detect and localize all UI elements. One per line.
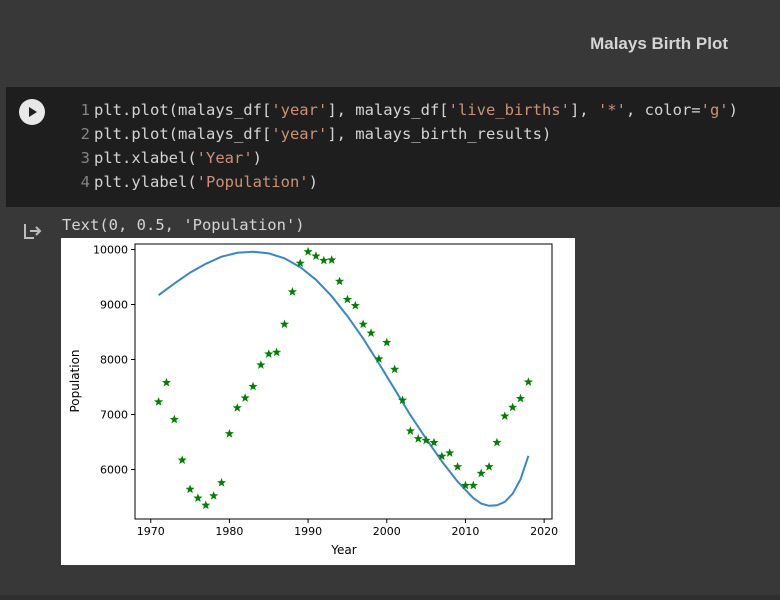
x-tick-label: 2020 — [530, 525, 558, 538]
code-token: plt.plot(malays_df[ — [94, 125, 272, 143]
data-point-star — [224, 428, 234, 438]
code-string: 'live_births' — [448, 101, 570, 119]
data-point-star — [358, 319, 368, 329]
code-line: 4 plt.ylabel('Population') — [68, 170, 738, 194]
data-point-star — [201, 500, 211, 510]
data-point-star — [390, 364, 400, 374]
code-token: ], malays_df[ — [327, 101, 449, 119]
data-point-star — [216, 477, 227, 487]
data-point-star — [319, 255, 329, 265]
code-string: '*' — [597, 101, 626, 119]
y-axis-label: Population — [68, 349, 82, 412]
data-point-star — [279, 319, 290, 329]
code-token: ) — [252, 149, 262, 167]
code-string: 'Year' — [196, 149, 253, 167]
x-tick-label: 1990 — [294, 525, 322, 538]
code-line: 3 plt.xlabel('Year') — [68, 146, 738, 170]
play-icon — [29, 107, 37, 117]
code-cell[interactable]: 1 plt.plot(malays_df['year'], malays_df['… — [6, 87, 780, 207]
data-point-star — [508, 402, 518, 412]
data-point-star — [177, 455, 187, 465]
data-point-star — [382, 337, 392, 347]
y-tick-label: 8000 — [100, 354, 128, 367]
data-point-star — [484, 461, 494, 471]
data-point-star — [248, 381, 258, 391]
notebook-title: Malays Birth Plot — [590, 34, 728, 53]
code-token: plt.plot(malays_df[ — [94, 101, 272, 119]
code-string: 'Population' — [196, 173, 309, 191]
data-point-star — [154, 397, 164, 406]
y-tick-label: 7000 — [100, 409, 128, 422]
x-tick-label: 1980 — [215, 525, 243, 538]
data-point-star — [366, 328, 376, 337]
data-point-star — [272, 347, 282, 357]
data-point-star — [232, 403, 242, 412]
plot-figure: 1970 1980 1990 2000 2010 2020 6000 7000 8000 9000… — [61, 238, 575, 565]
y-tick-label: 10000 — [93, 244, 128, 257]
code-token: plt.xlabel( — [94, 149, 197, 167]
x-axis-label: Year — [330, 543, 356, 557]
line-number: 3 — [80, 149, 90, 167]
output-text: Text(0, 0.5, 'Population') — [62, 216, 305, 234]
data-point-star — [421, 435, 431, 445]
data-point-star — [374, 354, 384, 363]
data-point-star — [342, 294, 352, 304]
run-cell-button[interactable] — [19, 99, 45, 125]
data-point-star — [256, 360, 266, 369]
data-point-star — [161, 377, 172, 387]
data-point-star — [264, 349, 274, 358]
code-token: ], — [569, 101, 598, 119]
y-tick-label: 9000 — [100, 299, 128, 312]
data-point-star — [209, 491, 219, 500]
data-point-star — [413, 433, 423, 443]
data-point-star — [169, 414, 179, 424]
bottom-bar — [0, 595, 780, 600]
code-editor[interactable]: 1 plt.plot(malays_df['year'], malays_df['… — [68, 98, 738, 194]
data-point-star — [240, 393, 250, 402]
code-token: ) — [728, 101, 738, 119]
code-token: plt.ylabel( — [94, 173, 197, 191]
x-tick-label: 2010 — [451, 525, 479, 538]
data-point-star — [405, 426, 415, 435]
data-point-star — [397, 395, 408, 405]
data-point-star — [335, 276, 345, 286]
plot-axes-frame — [134, 243, 553, 520]
code-string: 'year' — [271, 101, 328, 119]
data-point-star — [287, 287, 297, 296]
x-tick-label: 2000 — [373, 525, 401, 538]
data-point-star — [437, 451, 447, 461]
code-line: 2 plt.plot(malays_df['year'], malays_birt… — [68, 122, 738, 146]
code-token: ], malays_birth_results) — [327, 125, 552, 143]
data-point-star — [303, 246, 313, 256]
data-point-star — [429, 437, 439, 447]
series-line-malays-birth-results — [158, 250, 530, 507]
data-point-star — [476, 468, 486, 478]
line-number: 1 — [80, 101, 90, 119]
data-point-star — [523, 377, 533, 386]
code-token: , color= — [625, 101, 701, 119]
code-string: 'year' — [271, 125, 328, 143]
y-tick-label: 6000 — [100, 464, 128, 477]
data-point-star — [453, 461, 463, 471]
x-tick-label: 1970 — [137, 525, 165, 538]
chart: 1970 1980 1990 2000 2010 2020 6000 7000 8000 9000… — [68, 243, 558, 557]
line-number: 4 — [80, 173, 90, 191]
code-token: ) — [308, 173, 318, 191]
data-point-star — [468, 480, 478, 490]
data-point-star — [500, 411, 510, 421]
data-point-star — [193, 493, 203, 502]
data-point-star — [445, 448, 455, 457]
code-line: 1 plt.plot(malays_df['year'], malays_df['… — [68, 98, 738, 122]
line-number: 2 — [80, 125, 90, 143]
data-point-star — [492, 437, 502, 447]
data-point-star — [515, 393, 526, 403]
data-point-star — [350, 300, 360, 310]
data-point-star — [327, 255, 337, 264]
data-point-star — [460, 480, 471, 490]
data-point-star — [185, 484, 195, 494]
code-string: 'g' — [700, 101, 729, 119]
data-point-star — [311, 251, 321, 260]
data-point-star — [295, 258, 305, 268]
output-arrow-icon — [24, 224, 42, 239]
